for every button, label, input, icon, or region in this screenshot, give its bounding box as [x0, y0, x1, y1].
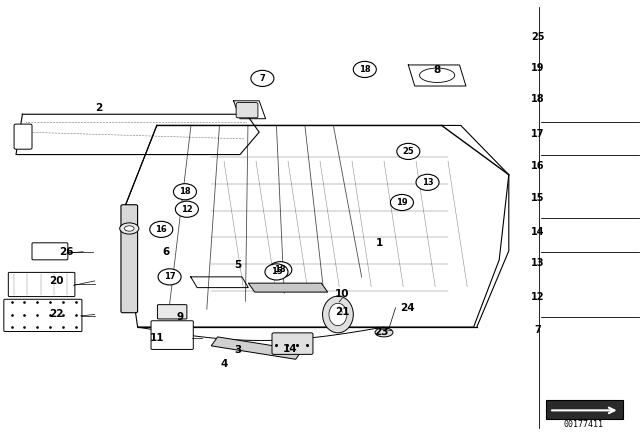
Text: 11: 11 [150, 333, 164, 343]
Text: 25: 25 [403, 147, 414, 156]
Ellipse shape [375, 328, 393, 337]
Circle shape [265, 264, 288, 280]
Polygon shape [248, 283, 328, 292]
Text: 18: 18 [275, 265, 286, 274]
FancyBboxPatch shape [546, 400, 623, 419]
Ellipse shape [120, 223, 139, 234]
Text: 20: 20 [49, 276, 63, 286]
Text: 23: 23 [374, 327, 388, 337]
Text: 22: 22 [49, 310, 63, 319]
Text: 12: 12 [531, 292, 545, 302]
Text: 14: 14 [283, 345, 297, 354]
FancyBboxPatch shape [121, 205, 138, 313]
Circle shape [175, 201, 198, 217]
Text: 17: 17 [531, 129, 545, 139]
Circle shape [397, 143, 420, 159]
Text: 4: 4 [220, 359, 228, 369]
Circle shape [158, 269, 181, 285]
Text: 19: 19 [396, 198, 408, 207]
Text: 7: 7 [534, 325, 541, 335]
Polygon shape [211, 337, 302, 359]
Text: 18: 18 [359, 65, 371, 74]
Ellipse shape [124, 226, 134, 231]
Text: 24: 24 [400, 303, 414, 313]
FancyBboxPatch shape [236, 103, 258, 118]
Text: 8: 8 [433, 65, 441, 75]
Circle shape [269, 262, 292, 278]
FancyBboxPatch shape [272, 333, 313, 354]
Text: 16: 16 [531, 161, 545, 171]
Text: 00177411: 00177411 [564, 420, 604, 429]
Text: 10: 10 [335, 289, 349, 299]
FancyBboxPatch shape [32, 243, 68, 260]
Text: 15: 15 [271, 267, 282, 276]
Text: 18: 18 [179, 187, 191, 196]
Text: 26: 26 [60, 247, 74, 257]
Text: 5: 5 [234, 260, 242, 270]
Circle shape [416, 174, 439, 190]
Text: 14: 14 [531, 227, 545, 237]
Text: 2: 2 [95, 103, 103, 113]
Circle shape [251, 70, 274, 86]
Text: 25: 25 [531, 32, 545, 42]
Circle shape [150, 221, 173, 237]
Ellipse shape [329, 303, 347, 326]
Text: 16: 16 [156, 225, 167, 234]
FancyBboxPatch shape [151, 321, 193, 349]
Text: 12: 12 [181, 205, 193, 214]
FancyBboxPatch shape [157, 305, 187, 319]
Text: 15: 15 [531, 193, 545, 203]
FancyBboxPatch shape [4, 299, 82, 332]
Circle shape [390, 194, 413, 211]
Text: 13: 13 [531, 258, 545, 268]
Circle shape [173, 184, 196, 200]
FancyBboxPatch shape [14, 124, 32, 149]
Text: 7: 7 [260, 74, 265, 83]
Ellipse shape [323, 296, 353, 333]
FancyBboxPatch shape [8, 272, 75, 297]
Text: 18: 18 [531, 95, 545, 104]
Text: 21: 21 [335, 307, 349, 317]
Text: 6: 6 [163, 247, 170, 257]
Circle shape [353, 61, 376, 78]
Text: 19: 19 [531, 63, 545, 73]
Text: 17: 17 [164, 272, 175, 281]
Text: 13: 13 [422, 178, 433, 187]
Text: 3: 3 [234, 345, 242, 355]
Text: 9: 9 [177, 312, 184, 322]
Text: 1: 1 [376, 238, 383, 248]
